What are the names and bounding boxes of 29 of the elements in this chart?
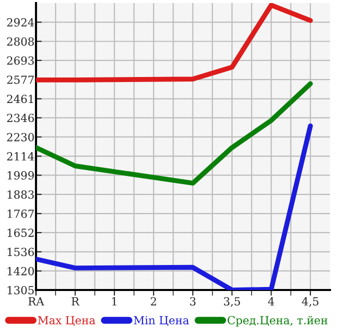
x-tick-label: 1 bbox=[112, 297, 116, 306]
legend-label: Сред.Цена, т.йен bbox=[228, 316, 328, 327]
x-tick-label: RA bbox=[28, 297, 44, 306]
line-series bbox=[36, 81, 313, 186]
y-tick-label: 2346 bbox=[7, 114, 34, 122]
line-series bbox=[36, 3, 313, 82]
y-tick-label: 1999 bbox=[8, 171, 34, 180]
line-series bbox=[36, 123, 313, 290]
y-tick-label: 1652 bbox=[8, 228, 34, 237]
legend-label: Min Цена bbox=[134, 316, 189, 326]
x-tick-label: 3 bbox=[190, 297, 196, 306]
x-tick-label: 4 bbox=[268, 297, 274, 306]
y-tick-label: 2577 bbox=[7, 76, 34, 84]
y-tick-label: 2230 bbox=[7, 132, 34, 142]
x-tick-label: 4,5 bbox=[302, 297, 318, 307]
y-tick-label: 1883 bbox=[8, 190, 34, 199]
y-tick-label: 2808 bbox=[7, 37, 34, 46]
y-tick-label: 2924 bbox=[7, 18, 34, 27]
y-tick-label: 2693 bbox=[7, 56, 34, 65]
y-tick-label: 1420 bbox=[8, 266, 34, 276]
legend-label: Max Цена bbox=[38, 316, 96, 326]
x-tick-label: R bbox=[72, 297, 80, 306]
y-tick-label: 1305 bbox=[8, 286, 34, 294]
y-tick-label: 1767 bbox=[8, 210, 34, 218]
x-tick-label: 3,5 bbox=[224, 297, 240, 307]
y-tick-label: 1536 bbox=[8, 248, 34, 256]
x-tick-label: 2 bbox=[150, 297, 156, 306]
y-tick-label: 2461 bbox=[7, 94, 34, 104]
y-tick-label: 2114 bbox=[7, 152, 34, 160]
